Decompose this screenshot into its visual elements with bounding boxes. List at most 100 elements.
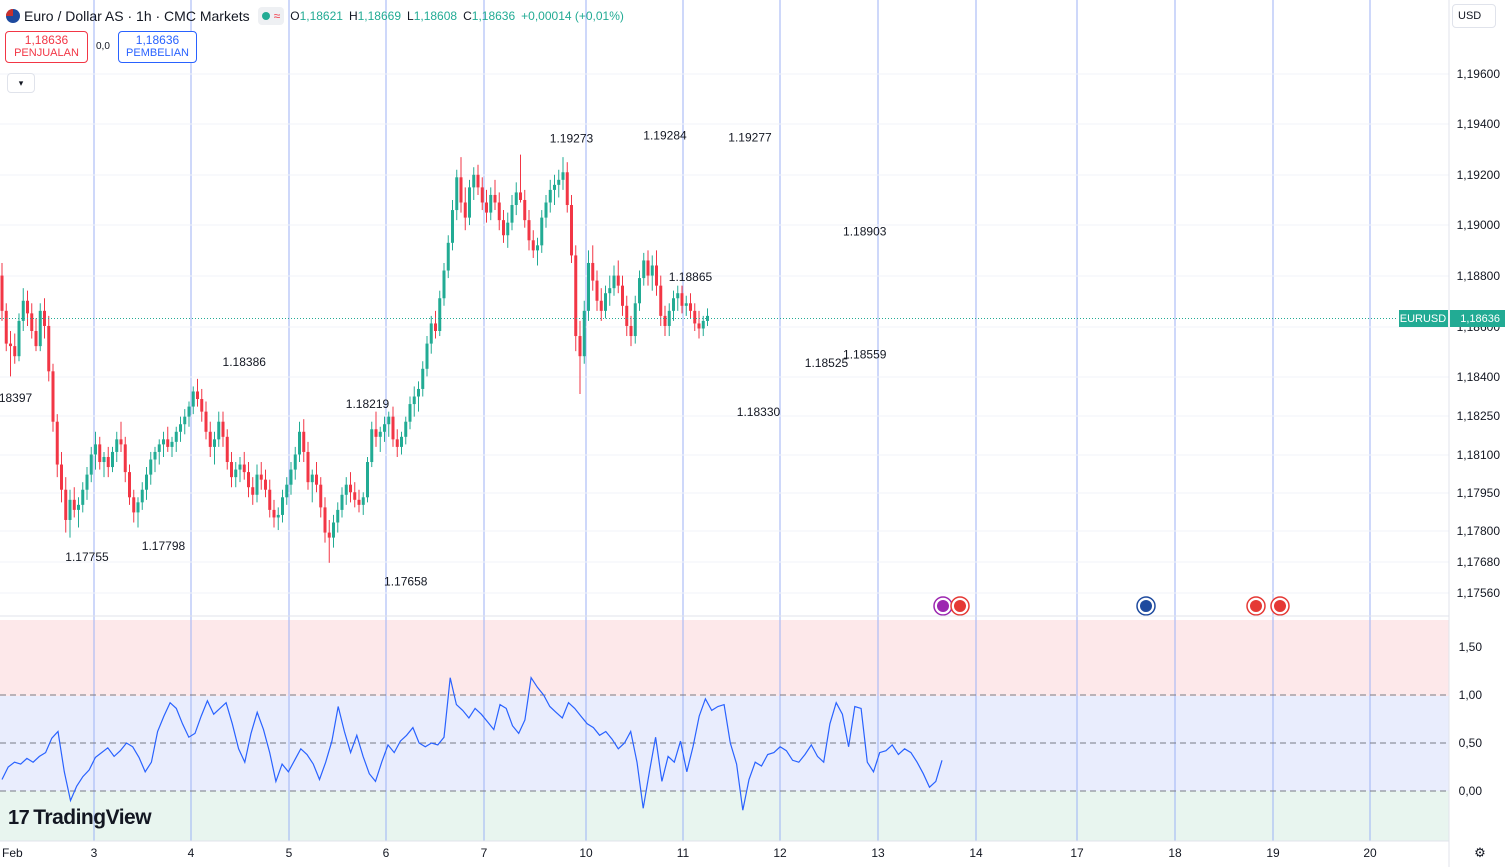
candle[interactable]	[561, 157, 565, 190]
candle[interactable]	[374, 411, 378, 447]
candle[interactable]	[387, 411, 391, 437]
candle[interactable]	[123, 436, 127, 483]
candle[interactable]	[17, 313, 21, 362]
candle[interactable]	[395, 429, 399, 457]
candle[interactable]	[162, 431, 165, 457]
candle[interactable]	[281, 489, 284, 523]
candle[interactable]	[578, 320, 582, 394]
candle[interactable]	[140, 482, 144, 510]
candle[interactable]	[451, 199, 454, 251]
candle[interactable]	[366, 456, 369, 503]
candle[interactable]	[106, 446, 110, 478]
candle[interactable]	[408, 396, 412, 430]
candle[interactable]	[327, 519, 331, 563]
candle[interactable]	[480, 177, 484, 211]
candle[interactable]	[697, 310, 701, 339]
candle[interactable]	[81, 482, 85, 513]
candle[interactable]	[587, 250, 590, 321]
candle[interactable]	[663, 305, 667, 337]
candle[interactable]	[336, 502, 340, 533]
candle[interactable]	[446, 235, 450, 279]
candle[interactable]	[633, 295, 637, 344]
tradingview-logo[interactable]: 17 TradingView	[8, 806, 152, 830]
candle[interactable]	[621, 275, 624, 316]
candle[interactable]	[179, 416, 182, 442]
candle[interactable]	[68, 489, 72, 538]
candle[interactable]	[684, 295, 688, 316]
candle[interactable]	[51, 363, 55, 432]
candle[interactable]	[527, 210, 531, 251]
candle[interactable]	[599, 288, 603, 321]
candle[interactable]	[531, 230, 535, 258]
candle[interactable]	[519, 154, 522, 203]
candle[interactable]	[55, 414, 59, 478]
us-flag-icon[interactable]	[1270, 596, 1290, 616]
candle[interactable]	[208, 421, 212, 457]
candle[interactable]	[608, 275, 612, 306]
candle[interactable]	[625, 295, 629, 337]
gear-icon[interactable]: ⚙	[1474, 845, 1486, 860]
candle[interactable]	[259, 462, 263, 490]
candle[interactable]	[157, 439, 161, 465]
candle[interactable]	[128, 464, 131, 505]
candle[interactable]	[289, 462, 293, 495]
candle[interactable]	[693, 303, 697, 331]
currency-selector[interactable]: USD	[1452, 4, 1496, 28]
symbol-legend[interactable]: Euro / Dollar AS · 1h · CMC Markets ≈ O1…	[6, 6, 624, 26]
candle[interactable]	[676, 285, 680, 311]
candle[interactable]	[425, 336, 429, 377]
candle[interactable]	[557, 169, 561, 198]
candle[interactable]	[319, 477, 323, 518]
symbol-title[interactable]: Euro / Dollar AS · 1h · CMC Markets	[24, 8, 250, 24]
candle[interactable]	[234, 462, 238, 488]
candle[interactable]	[183, 409, 187, 435]
candle[interactable]	[655, 250, 658, 296]
candle[interactable]	[0, 262, 4, 321]
candle[interactable]	[323, 497, 327, 543]
candle[interactable]	[421, 361, 425, 397]
candle[interactable]	[30, 303, 34, 339]
candle[interactable]	[442, 262, 446, 306]
candle[interactable]	[174, 426, 178, 452]
candle[interactable]	[34, 318, 38, 352]
candle[interactable]	[370, 421, 374, 468]
candle[interactable]	[204, 401, 208, 440]
candle[interactable]	[357, 489, 361, 513]
price-axis[interactable]: 1,19600 1,19400 1,19200 1,19000 1,18800 1,186…	[1457, 67, 1501, 600]
candle[interactable]	[472, 167, 476, 200]
candle[interactable]	[43, 298, 46, 339]
candle[interactable]	[455, 169, 459, 221]
buy-button[interactable]: 1,18636 PEMBELIAN	[118, 31, 197, 63]
candle[interactable]	[293, 446, 297, 480]
candle[interactable]	[255, 464, 259, 503]
candle[interactable]	[706, 308, 709, 326]
eu-flag-icon[interactable]	[1136, 596, 1156, 616]
candle[interactable]	[404, 416, 408, 445]
candle[interactable]	[238, 456, 242, 483]
sell-button[interactable]: 1,18636 PENJUALAN	[5, 31, 88, 63]
candle[interactable]	[145, 467, 148, 500]
candle[interactable]	[434, 310, 437, 339]
candle[interactable]	[417, 381, 420, 412]
candle[interactable]	[94, 431, 97, 470]
candle[interactable]	[659, 275, 663, 326]
candle[interactable]	[672, 290, 675, 321]
candle[interactable]	[638, 270, 641, 311]
candle[interactable]	[268, 479, 272, 518]
indicator-axis[interactable]: 1,50 1,00 0,50 0,00	[1459, 640, 1483, 798]
candle[interactable]	[285, 477, 289, 505]
candle[interactable]	[264, 469, 267, 498]
candle[interactable]	[429, 315, 433, 354]
candle[interactable]	[502, 210, 505, 243]
candle[interactable]	[591, 245, 595, 291]
candle[interactable]	[77, 497, 80, 528]
candle[interactable]	[4, 303, 8, 352]
candle[interactable]	[315, 462, 318, 493]
candle[interactable]	[170, 436, 174, 457]
candle[interactable]	[47, 315, 51, 382]
candle[interactable]	[570, 194, 573, 263]
candle[interactable]	[523, 189, 527, 228]
candle[interactable]	[514, 182, 518, 216]
candle[interactable]	[701, 315, 705, 337]
